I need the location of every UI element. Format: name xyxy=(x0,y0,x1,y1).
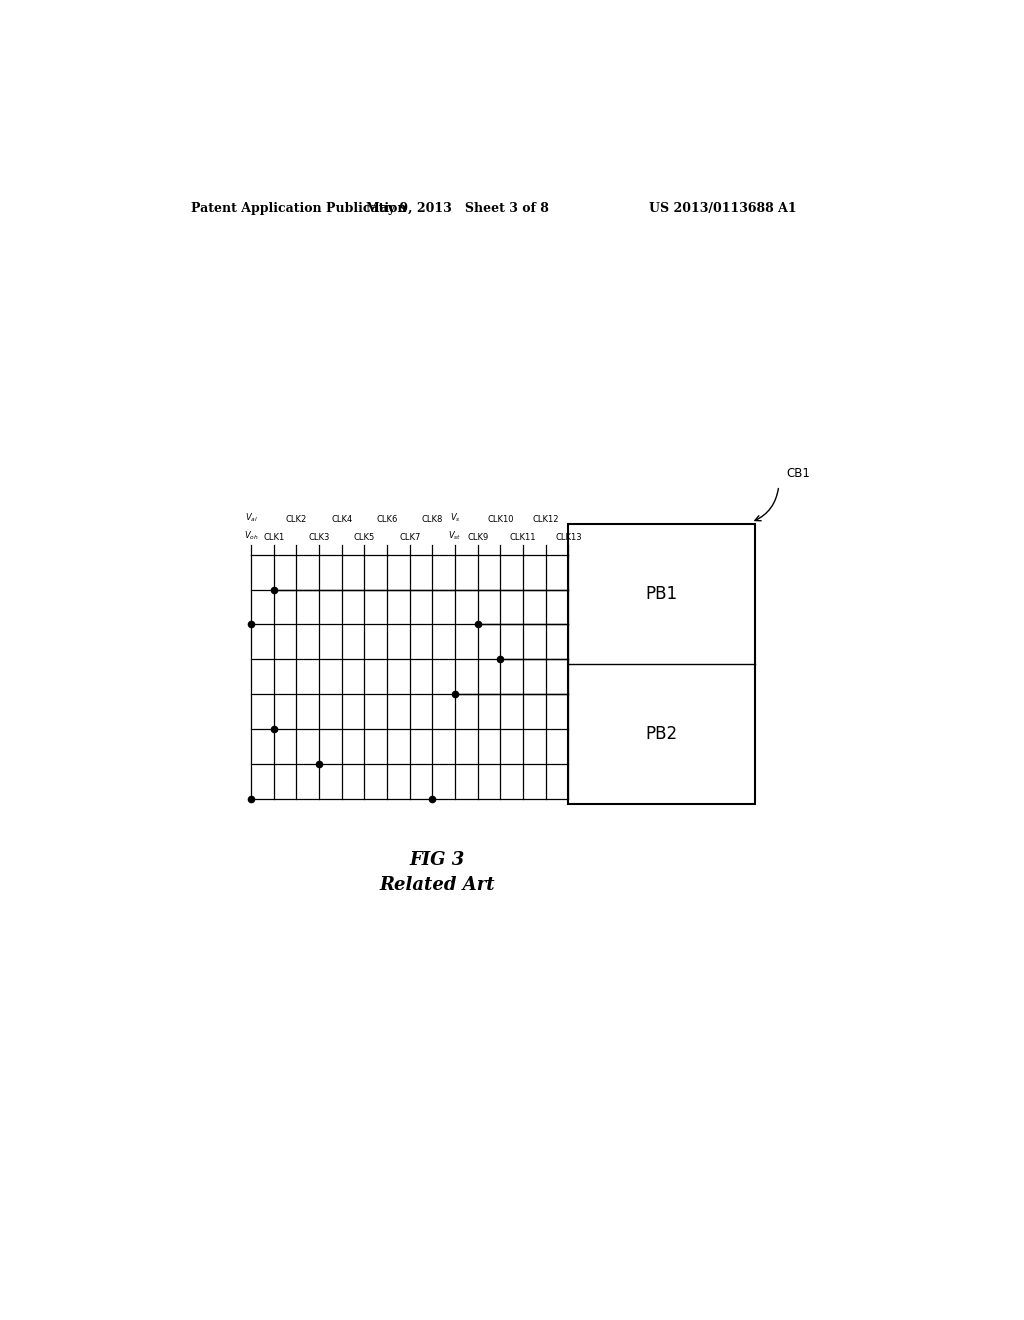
Text: PB2: PB2 xyxy=(646,725,678,743)
Text: CLK9: CLK9 xyxy=(467,532,488,541)
Text: CLK3: CLK3 xyxy=(308,532,330,541)
Text: $V_{oh}$: $V_{oh}$ xyxy=(244,529,258,541)
Text: PB1: PB1 xyxy=(646,585,678,603)
Text: CLK11: CLK11 xyxy=(510,532,537,541)
Text: CB1: CB1 xyxy=(786,467,811,480)
Text: CLK12: CLK12 xyxy=(532,515,559,524)
Text: FIG 3: FIG 3 xyxy=(410,850,465,869)
Text: $V_{st}$: $V_{st}$ xyxy=(449,529,462,541)
Text: $V_{s}$: $V_{s}$ xyxy=(450,512,461,524)
Text: CLK8: CLK8 xyxy=(422,515,443,524)
Text: CLK4: CLK4 xyxy=(331,515,352,524)
Text: Patent Application Publication: Patent Application Publication xyxy=(191,202,407,215)
Text: CLK13: CLK13 xyxy=(555,532,582,541)
Text: Related Art: Related Art xyxy=(380,876,496,894)
Bar xyxy=(568,524,755,804)
Text: US 2013/0113688 A1: US 2013/0113688 A1 xyxy=(649,202,797,215)
Text: CLK6: CLK6 xyxy=(377,515,397,524)
Text: CLK1: CLK1 xyxy=(263,532,285,541)
Text: CLK5: CLK5 xyxy=(353,532,375,541)
Text: CLK7: CLK7 xyxy=(399,532,421,541)
Text: $V_{al}$: $V_{al}$ xyxy=(245,512,257,524)
Text: CLK10: CLK10 xyxy=(487,515,514,524)
Text: May 9, 2013   Sheet 3 of 8: May 9, 2013 Sheet 3 of 8 xyxy=(366,202,549,215)
Text: CLK2: CLK2 xyxy=(286,515,307,524)
